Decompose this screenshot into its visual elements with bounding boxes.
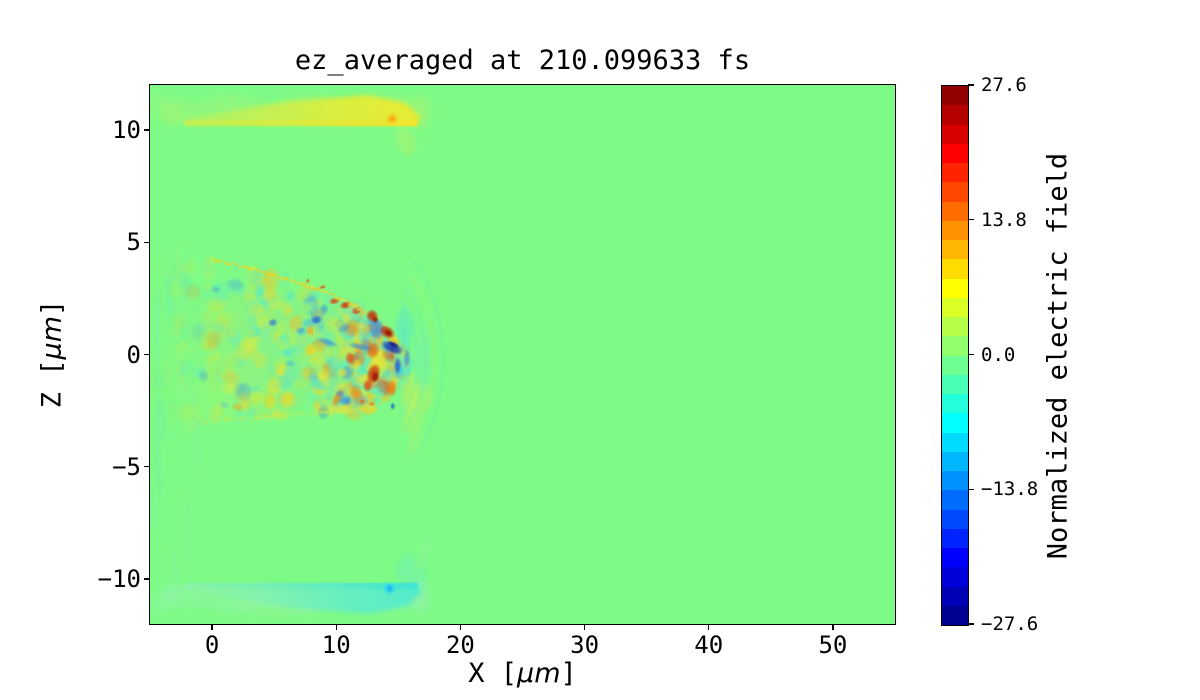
y-tick-mark [144,129,150,131]
colorbar-band [942,86,968,106]
x-tick-mark [583,624,586,630]
x-tick-label: 50 [818,631,848,659]
y-axis-label-unit: μm [36,316,68,360]
colorbar-tick-label: −27.6 [981,613,1039,635]
y-tick-label: 10 [112,115,141,144]
colorbar-tick-label: 0.0 [981,343,1016,366]
colorbar-band [942,220,968,240]
field-heatmap-canvas [150,85,895,624]
y-tick-mark [144,578,150,580]
colorbar-tick-label: 27.6 [981,74,1027,96]
colorbar-label: Normalized electric field [1042,152,1074,560]
colorbar-band [942,201,968,221]
x-tick-mark [459,624,461,630]
colorbar-band [942,528,968,548]
colorbar-band [942,374,968,394]
y-tick-label: 0 [126,340,141,369]
y-tick-mark [144,353,150,356]
y-tick-mark [144,241,150,243]
x-tick-mark [335,624,337,630]
colorbar-tick-mark [968,623,974,625]
colorbar-tick-mark [968,219,974,221]
x-axis-label: X [μm] [150,658,895,689]
colorbar-band [942,567,968,587]
colorbar-tick-mark [968,353,974,356]
colorbar-band [942,336,968,356]
plot-title: ez_averaged at 210.099633 fs [294,45,751,76]
colorbar-tick-label: −13.8 [981,478,1039,501]
colorbar-band [942,605,968,625]
y-tick-mark [144,466,150,468]
y-tick-label: −10 [97,565,141,594]
colorbar-band [942,124,968,144]
colorbar-band [942,297,968,317]
x-axis-label-unit: μm [517,658,561,689]
colorbar-band [942,586,968,606]
x-tick-mark [708,624,710,630]
x-tick-label: 0 [204,631,220,659]
x-axis-label-post: ] [560,658,577,689]
y-tick-label: 5 [126,228,141,257]
colorbar-band [942,509,968,529]
colorbar-band [942,471,968,491]
colorbar-band [942,163,968,183]
x-axis-label-pre: X [ [468,658,518,689]
x-tick-mark [832,624,834,630]
colorbar-band [942,182,968,202]
colorbar-band [942,394,968,414]
x-tick-label: 10 [321,631,351,659]
colorbar-band [942,432,968,452]
y-axis-label-post: ] [36,299,68,316]
colorbar-band [942,143,968,163]
colorbar-band [942,355,968,375]
colorbar-band [942,451,968,471]
colorbar-band [942,490,968,510]
colorbar-band [942,259,968,279]
x-tick-mark [211,624,213,630]
y-tick-label: −5 [112,452,141,481]
x-tick-label: 40 [694,631,724,659]
colorbar-band [942,413,968,433]
colorbar-band [942,317,968,337]
colorbar-band [942,240,968,260]
y-axis-label-pre: Z [ [36,359,68,409]
colorbar-tick-mark [968,84,974,86]
colorbar [941,85,969,626]
x-tick-label: 20 [445,631,475,659]
colorbar-tick-mark [968,488,974,490]
colorbar-band [942,105,968,125]
x-tick-label: 30 [570,631,600,659]
colorbar-band [942,278,968,298]
y-axis-label: Z [μm] [37,300,68,409]
colorbar-tick-label: 13.8 [981,208,1027,231]
colorbar-band [942,548,968,568]
